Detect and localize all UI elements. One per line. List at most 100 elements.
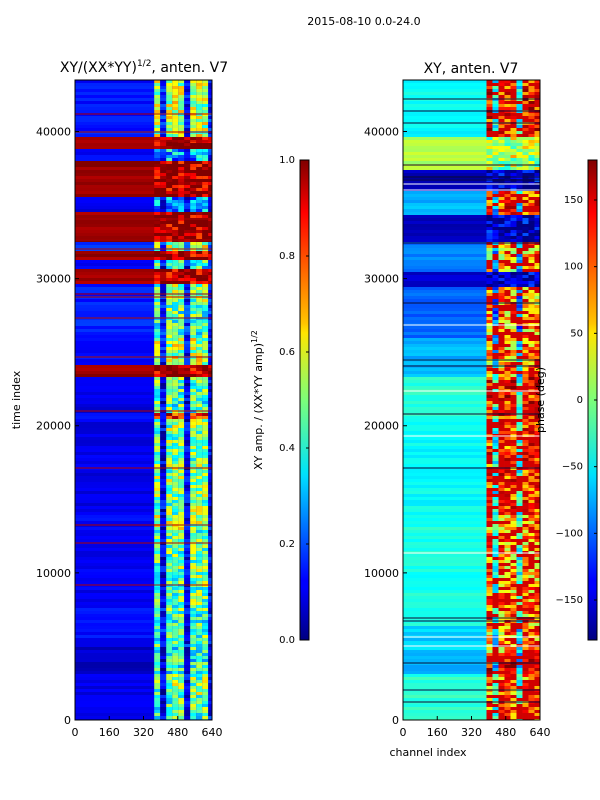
heatmap-cell <box>522 371 529 375</box>
heatmap-cell <box>202 596 209 600</box>
heatmap-cell <box>178 476 185 480</box>
heatmap-cell <box>208 197 212 201</box>
heatmap-cell <box>154 89 161 93</box>
heatmap-cell <box>486 134 493 138</box>
heatmap-cell <box>498 521 505 525</box>
heatmap-cell <box>178 548 185 552</box>
heatmap-cell <box>178 290 185 294</box>
heatmap-cell <box>492 89 499 93</box>
heatmap-cell <box>492 545 499 549</box>
heatmap-cell <box>196 536 203 540</box>
heatmap-cell <box>184 605 191 609</box>
heatmap-cell <box>492 704 499 708</box>
heatmap-cell <box>498 284 505 288</box>
phase-colorbar-label: phase (deg) <box>534 367 547 433</box>
heatmap-cell <box>166 509 173 513</box>
heatmap-row <box>75 611 212 615</box>
heatmap-cell <box>184 95 191 99</box>
heatmap-cell <box>196 185 203 189</box>
heatmap-cell <box>202 185 209 189</box>
heatmap-cell <box>516 284 523 288</box>
heatmap-cell <box>190 419 197 423</box>
heatmap-cell <box>202 581 209 585</box>
heatmap-cell <box>492 449 499 453</box>
heatmap-row <box>403 230 540 234</box>
heatmap-cell <box>178 236 185 240</box>
heatmap-cell <box>498 281 505 285</box>
heatmap-cell <box>172 395 179 399</box>
heatmap-cell <box>184 425 191 429</box>
heatmap-cell <box>202 665 209 669</box>
heatmap-cell <box>196 311 203 315</box>
heatmap-cell <box>190 179 197 183</box>
heatmap-cell <box>528 500 535 504</box>
heatmap-cell <box>190 425 197 429</box>
x-tick-label: 480 <box>495 726 516 739</box>
heatmap-cell <box>498 491 505 495</box>
heatmap-cell <box>184 716 191 720</box>
heatmap-cell <box>202 329 209 333</box>
heatmap-cell <box>196 683 203 687</box>
heatmap-cell <box>522 80 529 84</box>
heatmap-cell <box>190 143 197 147</box>
heatmap-row <box>75 455 212 459</box>
heatmap-cell <box>498 626 505 630</box>
heatmap-cell <box>534 620 540 624</box>
heatmap-row <box>75 515 212 519</box>
heatmap-cell <box>160 215 167 219</box>
heatmap-cell <box>498 410 505 414</box>
heatmap-row <box>403 374 540 378</box>
heatmap-cell <box>516 488 523 492</box>
heatmap-cell <box>202 512 209 516</box>
heatmap-cell <box>528 476 535 480</box>
heatmap-cell <box>160 458 167 462</box>
heatmap-cell <box>516 545 523 549</box>
heatmap-cell <box>166 380 173 384</box>
heatmap-cell <box>492 515 499 519</box>
heatmap-cell <box>184 326 191 330</box>
heatmap-cell <box>516 158 523 162</box>
heatmap-cell <box>492 482 499 486</box>
heatmap-cell <box>196 464 203 468</box>
heatmap-cell <box>504 209 511 213</box>
heatmap-cell <box>528 515 535 519</box>
heatmap-cell <box>492 191 499 195</box>
heatmap-cell <box>184 101 191 105</box>
heatmap-cell <box>154 413 161 417</box>
x-tick-label: 640 <box>202 726 223 739</box>
heatmap-cell <box>196 662 203 666</box>
heatmap-cell <box>196 335 203 339</box>
heatmap-cell <box>498 290 505 294</box>
heatmap-cell <box>154 236 161 240</box>
heatmap-cell <box>166 641 173 645</box>
heatmap-cell <box>522 269 529 273</box>
heatmap-cell <box>510 449 517 453</box>
heatmap-cell <box>486 335 493 339</box>
heatmap-cell <box>172 212 179 216</box>
heatmap-cell <box>202 206 209 210</box>
heatmap-cell <box>522 620 529 624</box>
heatmap-cell <box>166 104 173 108</box>
heatmap-cell <box>504 227 511 231</box>
heatmap-cell <box>196 563 203 567</box>
heatmap-cell <box>486 128 493 132</box>
heatmap-cell <box>516 506 523 510</box>
heatmap-cell <box>486 317 493 321</box>
heatmap-cell <box>154 521 161 525</box>
heatmap-cell <box>498 83 505 87</box>
heatmap-cell <box>510 692 517 696</box>
heatmap-cell <box>522 347 529 351</box>
heatmap-cell <box>208 332 212 336</box>
heatmap-cell <box>516 524 523 528</box>
heatmap-row <box>403 128 540 132</box>
heatmap-cell <box>522 248 529 252</box>
heatmap-cell <box>172 260 179 264</box>
heatmap-cell <box>196 674 203 678</box>
x-tick-label: 320 <box>461 726 482 739</box>
heatmap-cell <box>504 419 511 423</box>
heatmap-cell <box>172 599 179 603</box>
heatmap-row <box>75 242 212 246</box>
heatmap-cell <box>516 110 523 114</box>
heatmap-cell <box>522 92 529 96</box>
heatmap-cell <box>208 173 212 177</box>
